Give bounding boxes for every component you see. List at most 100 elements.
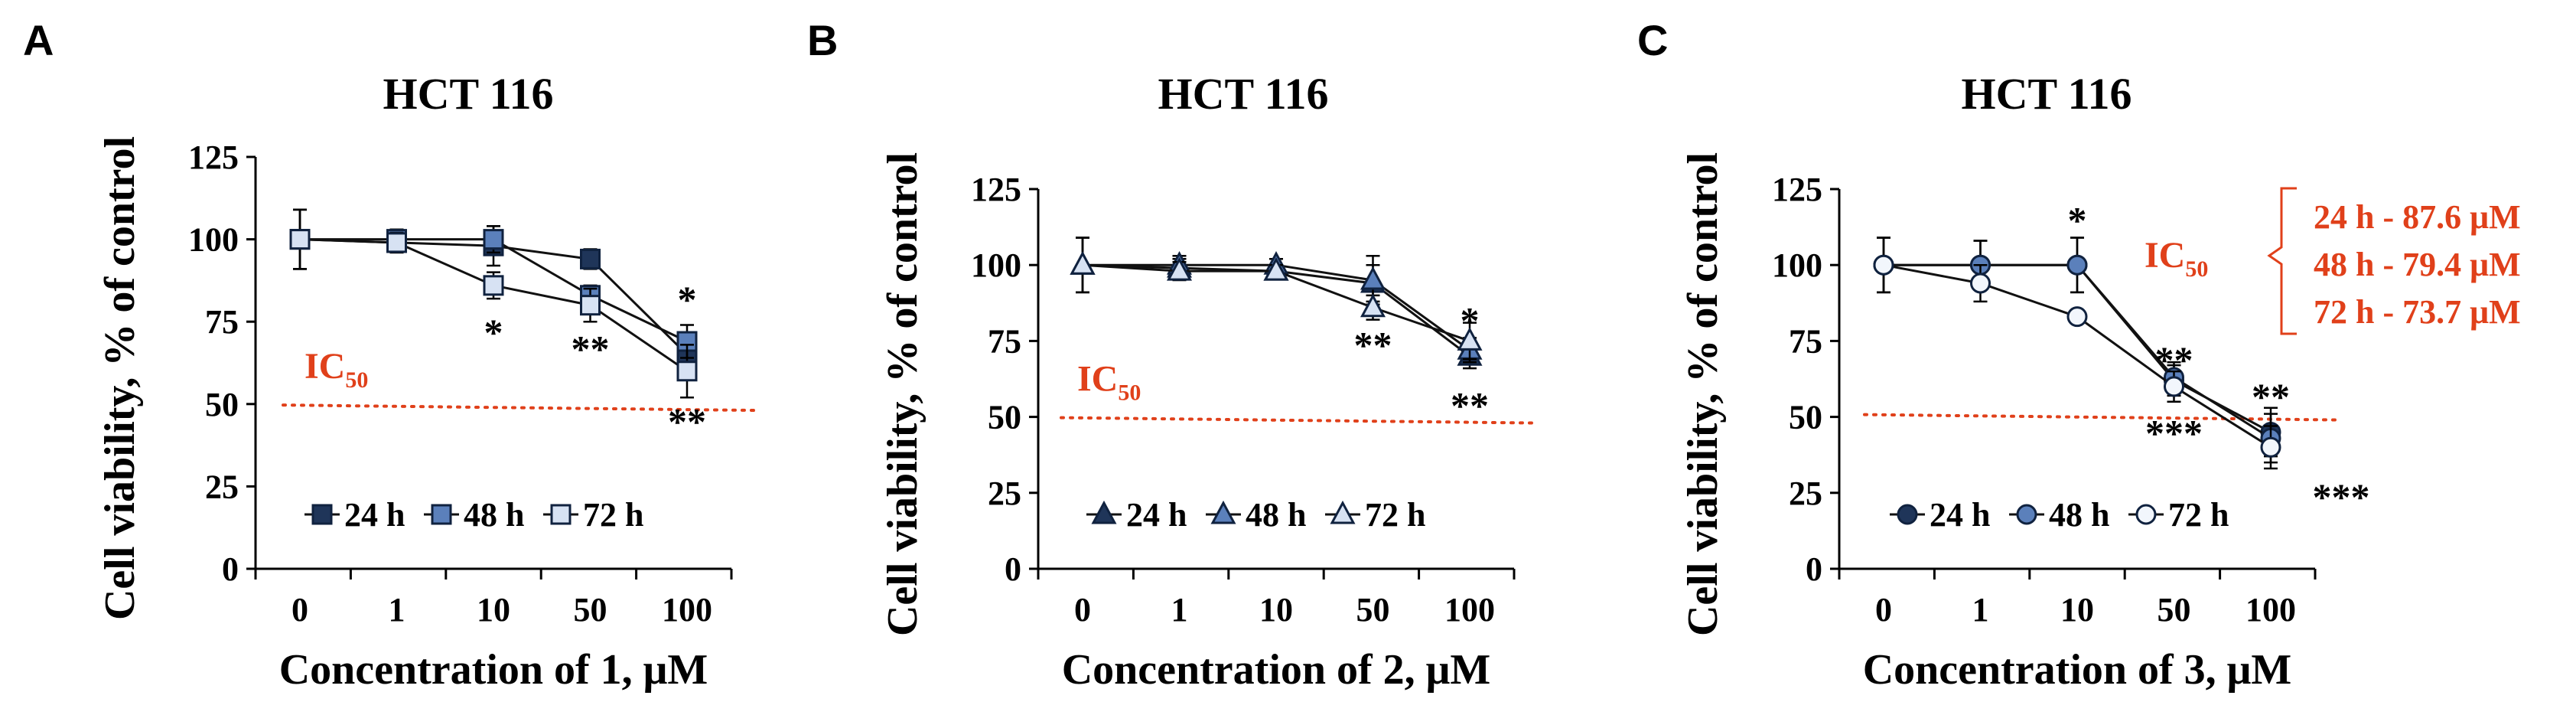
y-tick-label: 25 xyxy=(1789,475,1822,512)
legend-marker xyxy=(311,504,333,525)
chart-title: HCT 116 xyxy=(383,69,554,119)
series-72h xyxy=(289,208,698,399)
legend-item: 72 h xyxy=(543,496,643,534)
data-point xyxy=(2164,376,2184,397)
data-point xyxy=(483,275,504,296)
y-tick-label: 0 xyxy=(222,550,239,588)
ic50-value: 72 h - 73.7 μM xyxy=(2314,293,2521,331)
data-point xyxy=(1457,327,1483,351)
y-tick-label: 100 xyxy=(971,246,1021,284)
significance-mark: * xyxy=(678,278,697,321)
data-point xyxy=(580,295,601,316)
legend-label: 48 h xyxy=(1246,496,1306,534)
legend-item: 24 h xyxy=(304,496,405,534)
data-point xyxy=(1970,273,1991,294)
legend-item: 24 h xyxy=(1086,496,1187,534)
legend-label: 48 h xyxy=(2049,496,2109,534)
significance-mark: *** xyxy=(2145,411,2203,454)
x-tick-label: 0 xyxy=(1074,591,1091,628)
legend-marker xyxy=(1330,500,1356,524)
chart-panel-c: C HCT 116 0 25 50 75 100 125 0 1 10 50 100 Concentrat… xyxy=(1637,16,2521,694)
ic50-bracket xyxy=(2267,187,2297,335)
legend-marker xyxy=(550,504,572,525)
legend-label: 24 h xyxy=(1930,496,1990,534)
legend-marker xyxy=(1091,500,1117,524)
x-tick-label: 50 xyxy=(574,591,607,628)
panel-letter: C xyxy=(1637,16,1668,64)
legend-label: 72 h xyxy=(2168,496,2229,534)
panel-letter: A xyxy=(23,16,54,64)
ic50-label: IC50 xyxy=(304,346,368,393)
y-tick-label: 25 xyxy=(205,468,239,505)
x-tick-label: 0 xyxy=(1875,591,1892,628)
significance-mark: ** xyxy=(668,400,706,442)
legend-marker xyxy=(1210,500,1236,524)
chart-panel-a: A HCT 116 0 25 50 75 100 125 0 1 10 50 100 Concentrat… xyxy=(23,16,759,694)
y-tick-label: 0 xyxy=(1005,550,1021,588)
y-tick-label: 75 xyxy=(988,322,1021,360)
x-tick-label: 0 xyxy=(291,591,308,628)
y-axis-label: Cell viability, % of control xyxy=(96,136,144,620)
significance-mark: ** xyxy=(572,328,610,371)
ic50-label-main: IC xyxy=(2144,235,2185,276)
significance-mark: * xyxy=(1461,299,1480,342)
significance-mark: * xyxy=(484,311,503,354)
x-tick-label: 100 xyxy=(2245,591,2296,628)
data-point xyxy=(1166,256,1193,281)
data-point xyxy=(2066,306,2088,328)
x-tick-label: 10 xyxy=(477,591,510,628)
ic50-value: 24 h - 87.6 μM xyxy=(2314,198,2521,236)
y-tick-label: 100 xyxy=(1772,246,1822,284)
x-tick-label: 10 xyxy=(1259,591,1293,628)
ic50-label: IC50 xyxy=(1077,359,1141,406)
significance-mark: ** xyxy=(1451,384,1489,427)
y-tick-label: 50 xyxy=(1789,399,1822,436)
ic50-line xyxy=(282,403,759,413)
data-point xyxy=(289,229,311,250)
legend-label: 24 h xyxy=(344,496,405,534)
y-tick-label: 25 xyxy=(988,475,1021,512)
legend-marker xyxy=(2016,504,2037,525)
legend-label: 48 h xyxy=(464,496,524,534)
series-72h xyxy=(1070,237,1483,361)
legend-item: 72 h xyxy=(2128,496,2229,534)
legend-item: 24 h xyxy=(1890,496,1990,534)
x-tick-label: 1 xyxy=(1171,591,1188,628)
data-point xyxy=(2260,436,2281,458)
y-tick-label: 0 xyxy=(1806,550,1822,588)
x-tick-label: 50 xyxy=(2158,591,2191,628)
x-tick-label: 1 xyxy=(389,591,405,628)
ic50-line xyxy=(1060,416,1536,425)
legend-label: 24 h xyxy=(1126,496,1187,534)
data-point xyxy=(1873,254,1894,276)
y-tick-label: 125 xyxy=(971,171,1021,208)
ic50-label-main: IC xyxy=(1077,359,1118,400)
y-axis-label: Cell viability, % of control xyxy=(1679,152,1727,636)
ic50-line xyxy=(1863,413,2343,422)
ic50-label-sub: 50 xyxy=(1118,380,1141,406)
ic50-value: 48 h - 79.4 μM xyxy=(2314,246,2521,283)
y-tick-label: 75 xyxy=(1789,322,1822,360)
y-tick-label: 75 xyxy=(205,303,239,341)
significance-mark: * xyxy=(2068,199,2087,242)
significance-mark: ** xyxy=(1354,323,1392,366)
x-tick-label: 100 xyxy=(662,591,712,628)
y-axis-label: Cell viability, % of control xyxy=(879,152,927,636)
data-point xyxy=(1070,251,1096,275)
significance-mark: ** xyxy=(2252,375,2290,418)
data-point xyxy=(1360,266,1386,290)
data-point xyxy=(580,248,601,269)
y-tick-label: 100 xyxy=(188,221,239,259)
series-48h xyxy=(1873,237,2281,464)
x-axis-label: Concentration of 1, μM xyxy=(279,646,708,694)
data-point xyxy=(1360,293,1386,318)
chart-title: HCT 116 xyxy=(1158,69,1329,119)
legend-marker xyxy=(1897,504,1918,525)
ic50-label: IC50 xyxy=(2144,235,2208,282)
y-tick-label: 125 xyxy=(1772,171,1822,208)
data-point xyxy=(676,361,698,382)
data-point xyxy=(386,232,407,253)
x-tick-label: 100 xyxy=(1444,591,1495,628)
y-tick-label: 50 xyxy=(988,399,1021,436)
